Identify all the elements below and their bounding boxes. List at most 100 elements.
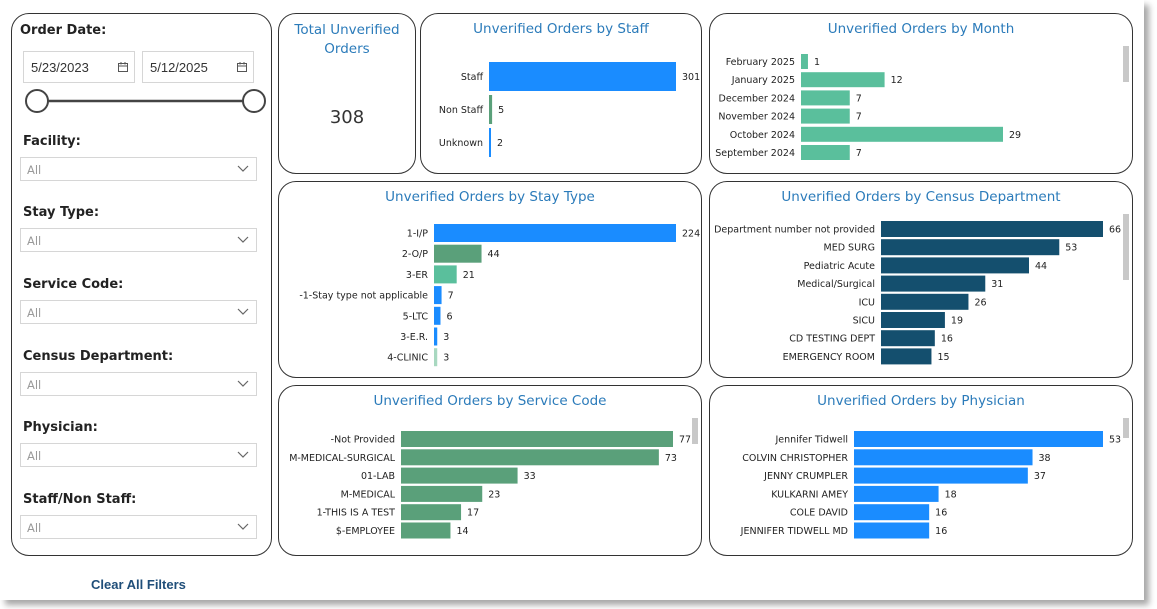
- stay-type-value: All: [27, 234, 42, 248]
- data-label: 12: [891, 75, 903, 86]
- chart-card-stay-type: Unverified Orders by Stay Type 1-I/P 224 2…: [278, 181, 702, 378]
- bar[interactable]: [434, 224, 676, 242]
- stay-type-dropdown[interactable]: All: [20, 228, 257, 252]
- bar[interactable]: [801, 90, 850, 106]
- bar[interactable]: [434, 306, 441, 325]
- bar[interactable]: [881, 293, 969, 310]
- data-label: 224: [682, 229, 700, 240]
- bar[interactable]: [489, 128, 491, 157]
- category-label: COLE DAVID: [790, 508, 848, 519]
- bar[interactable]: [434, 327, 438, 346]
- bar[interactable]: [854, 431, 1103, 447]
- physician-dropdown[interactable]: All: [20, 443, 257, 467]
- data-label: 7: [448, 291, 454, 302]
- category-label: M-MEDICAL: [341, 489, 396, 500]
- bar[interactable]: [401, 504, 462, 521]
- data-label: 16: [941, 334, 953, 345]
- census-department-value: All: [27, 378, 42, 392]
- bar[interactable]: [881, 257, 1029, 274]
- bar[interactable]: [881, 312, 945, 328]
- bar[interactable]: [801, 108, 850, 124]
- start-date-value: 5/23/2023: [31, 60, 89, 75]
- census-chart-scrollbar[interactable]: [1123, 214, 1129, 280]
- physician-chart-scrollbar[interactable]: [1123, 418, 1129, 438]
- month-chart: February 2025 1 January 2025 12 December 202…: [715, 54, 1021, 160]
- data-label: 66: [1109, 225, 1121, 236]
- bar[interactable]: [434, 286, 442, 305]
- bar[interactable]: [434, 348, 438, 367]
- data-label: 44: [488, 249, 500, 260]
- physician-label: Physician:: [23, 420, 98, 435]
- data-label: 15: [937, 352, 949, 363]
- data-label: 77: [679, 435, 691, 446]
- data-label: 26: [974, 297, 986, 308]
- service-code-chart-scrollbar[interactable]: [692, 418, 698, 444]
- chart-title: Unverified Orders by Service Code: [373, 393, 607, 409]
- facility-dropdown[interactable]: All: [20, 157, 257, 181]
- data-label: 7: [856, 148, 862, 159]
- bar[interactable]: [401, 431, 673, 447]
- bar[interactable]: [489, 62, 676, 91]
- bar[interactable]: [854, 504, 930, 521]
- data-label: 2: [497, 138, 503, 149]
- bar[interactable]: [881, 239, 1060, 256]
- service-code-dropdown[interactable]: All: [20, 300, 257, 324]
- staff-non-staff-label: Staff/Non Staff:: [23, 492, 137, 507]
- stay-type-chart: 1-I/P 224 2-O/P 44 3-ER 21 -1-Stay type not ap…: [299, 224, 700, 367]
- bar[interactable]: [881, 348, 932, 365]
- calendar-icon[interactable]: [237, 62, 247, 72]
- bar[interactable]: [401, 522, 451, 539]
- chart-card-service-code: Unverified Orders by Service Code -Not P…: [278, 385, 702, 556]
- census-chart: Department number not provided 66 MED SURG…: [714, 221, 1121, 365]
- bar[interactable]: [801, 126, 1003, 142]
- month-chart-scrollbar[interactable]: [1123, 46, 1129, 82]
- bar[interactable]: [881, 275, 986, 292]
- census-department-dropdown[interactable]: All: [20, 372, 257, 396]
- physician-value: All: [27, 449, 42, 463]
- bar[interactable]: [401, 485, 483, 502]
- bar[interactable]: [854, 485, 939, 502]
- category-label: 01-LAB: [361, 471, 395, 482]
- calendar-icon[interactable]: [118, 62, 128, 72]
- staff-non-staff-dropdown[interactable]: All: [20, 515, 257, 539]
- data-label: 19: [951, 316, 963, 327]
- start-date-input[interactable]: 5/23/2023: [23, 51, 135, 83]
- category-label: -1-Stay type not applicable: [299, 291, 428, 302]
- category-label: Pediatric Acute: [804, 261, 876, 272]
- chevron-down-icon: [237, 380, 249, 387]
- bar[interactable]: [881, 330, 935, 347]
- chart-title: Unverified Orders by Month: [827, 21, 1015, 37]
- bar[interactable]: [801, 145, 850, 160]
- bar[interactable]: [434, 244, 482, 263]
- end-date-input[interactable]: 5/12/2025: [142, 51, 254, 83]
- data-label: 21: [463, 270, 475, 281]
- slider-handle-start: [25, 89, 49, 113]
- facility-value: All: [27, 163, 42, 177]
- bar[interactable]: [801, 54, 808, 69]
- data-label: 31: [991, 279, 1003, 290]
- bar[interactable]: [434, 265, 457, 284]
- bar[interactable]: [854, 449, 1033, 466]
- category-label: ICU: [859, 297, 875, 308]
- category-label: 2-O/P: [402, 249, 428, 260]
- date-range-slider[interactable]: [24, 88, 268, 114]
- data-label: 3: [443, 353, 449, 364]
- chart-title: Unverified Orders by Stay Type: [385, 189, 595, 205]
- chart-card-physician: Unverified Orders by Physician Jennifer …: [709, 385, 1133, 556]
- bar[interactable]: [854, 467, 1028, 484]
- category-label: Jennifer Tidwell: [774, 435, 848, 446]
- bar[interactable]: [854, 522, 930, 539]
- bar[interactable]: [401, 467, 518, 484]
- bar[interactable]: [489, 95, 493, 124]
- kpi-title: Total Unverified Orders: [294, 22, 400, 57]
- clear-all-filters-button[interactable]: Clear All Filters: [91, 577, 186, 592]
- service-code-chart: -Not Provided 77 M-MEDICAL-SURGICAL 73 01-LA…: [289, 431, 691, 539]
- bar[interactable]: [401, 449, 659, 466]
- data-label: 37: [1034, 471, 1046, 482]
- category-label: SICU: [853, 316, 875, 327]
- category-label: CD TESTING DEPT: [789, 334, 875, 345]
- bar[interactable]: [801, 72, 885, 88]
- filter-pane: Order Date: 5/23/2023 5/12/2025 Facility…: [11, 13, 272, 556]
- bar[interactable]: [881, 221, 1103, 237]
- chevron-down-icon: [237, 236, 249, 243]
